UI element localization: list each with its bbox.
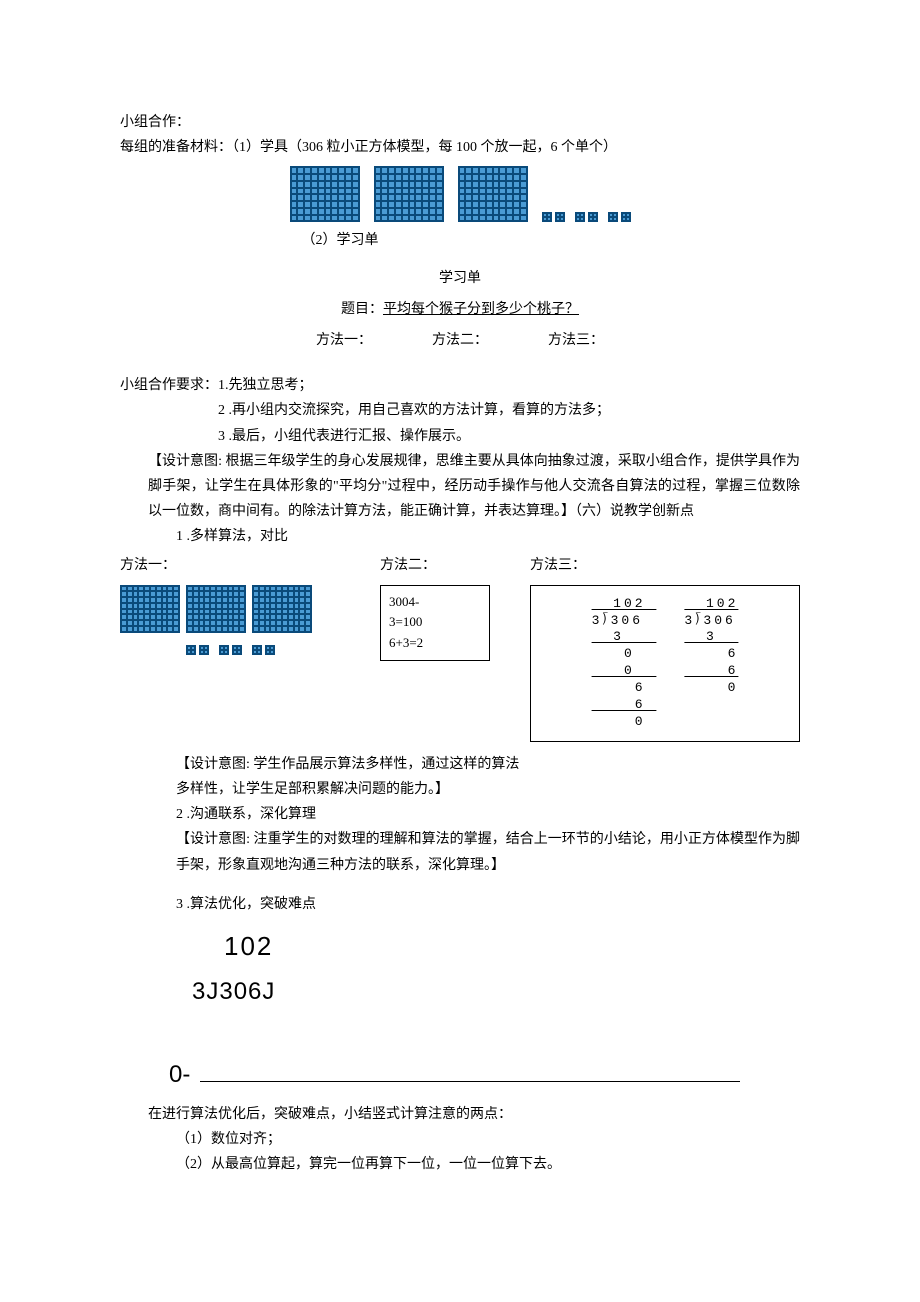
req2: 2 .再小组内交流探究，用自己喜欢的方法计算，看算的方法多； xyxy=(120,398,800,423)
methods-row: 方法一： 方法二： 方法三： xyxy=(120,328,800,353)
group-work-label: 小组合作： xyxy=(120,110,800,135)
design-intent-2: 【设计意图: 学生作品展示算法多样性，通过这样的算法多样性，让学生足部积累解决问… xyxy=(120,752,520,802)
materials-line: 每组的准备材料：（1）学具（306 粒小正方体模型，每 100 个放一起，6 个… xyxy=(120,135,800,160)
req-label: 小组合作要求： xyxy=(120,378,218,393)
small-cubes-group xyxy=(542,212,631,222)
design-intent-3: 【设计意图: 注重学生的对数理的理解和算法的掌握，结合上一环节的小结论，用小正方… xyxy=(120,827,800,877)
requirements-line: 小组合作要求：1.先独立思考； xyxy=(120,373,800,398)
method1-header: 方法一： xyxy=(120,553,340,578)
conclusion-1: （1）数位对齐； xyxy=(120,1127,800,1152)
three-methods-columns: 方法一： 方法二： 3004- 3=100 6+3=2 方法三： 102 3⟌3… xyxy=(120,553,800,741)
method2-line1: 3004- xyxy=(389,592,481,613)
method2-header: 方法二： xyxy=(380,553,490,578)
learning-question: 题目：平均每个猴子分到多少个桃子？ xyxy=(120,297,800,322)
long-division-right: 102 3⟌306 3 6 6 0 xyxy=(684,596,738,731)
req3: 3 .最后，小组代表进行汇报、操作展示。 xyxy=(120,424,800,449)
grid-100-block xyxy=(458,166,528,222)
method2-box: 3004- 3=100 6+3=2 xyxy=(380,585,490,661)
req1: 1.先独立思考； xyxy=(218,378,313,393)
long-underline xyxy=(200,1081,740,1082)
learning-sheet-title: 学习单 xyxy=(120,266,800,291)
design-intent-1: 【设计意图: 根据三年级学生的身心发展规律，思维主要从具体向抽象过渡，采取小组合… xyxy=(120,449,800,525)
long-division-left: 102 3⟌306 3 0 0 6 6 0 xyxy=(592,596,657,731)
zero-dash: 0- xyxy=(169,1053,190,1096)
method2-line2: 3=100 xyxy=(389,612,481,633)
method2-line3: 6+3=2 xyxy=(389,633,481,654)
method1-label: 方法一： xyxy=(316,328,372,353)
point3: 3 .算法优化，突破难点 xyxy=(120,892,800,917)
method2-column: 方法二： 3004- 3=100 6+3=2 xyxy=(380,553,490,661)
zero-underline-row: 0- xyxy=(169,1053,800,1096)
learning-sheet-label: （2）学习单 xyxy=(0,228,800,253)
method3-label: 方法三： xyxy=(548,328,604,353)
conclusion-line: 在进行算法优化后，突破难点，小结竖式计算注意的两点： xyxy=(120,1102,800,1127)
big-3j306j: 3J306J xyxy=(192,970,800,1013)
point2: 2 .沟通联系，深化算理 xyxy=(120,802,800,827)
method3-header: 方法三： xyxy=(530,553,800,578)
point1: 1 .多样算法，对比 xyxy=(120,524,800,549)
long-division-box: 102 3⟌306 3 0 0 6 6 0 102 3⟌306 3 6 6 0 xyxy=(530,585,800,742)
grid-100-block xyxy=(290,166,360,222)
conclusion-2: （2）从最高位算起，算完一位再算下一位，一位一位算下去。 xyxy=(120,1152,800,1177)
grid-100-block xyxy=(374,166,444,222)
method3-column: 方法三： 102 3⟌306 3 0 0 6 6 0 102 3⟌306 3 6… xyxy=(530,553,800,741)
grid-100-block xyxy=(186,585,246,633)
big-102: 102 xyxy=(224,923,800,970)
method1-column: 方法一： xyxy=(120,553,340,654)
small-cubes-group xyxy=(120,645,340,655)
method2-label: 方法二： xyxy=(432,328,488,353)
cube-models-row xyxy=(120,166,800,222)
grid-100-block xyxy=(252,585,312,633)
grid-100-block xyxy=(120,585,180,633)
question-text: 平均每个猴子分到多少个桃子？ xyxy=(383,302,579,317)
question-label: 题目： xyxy=(341,302,383,317)
